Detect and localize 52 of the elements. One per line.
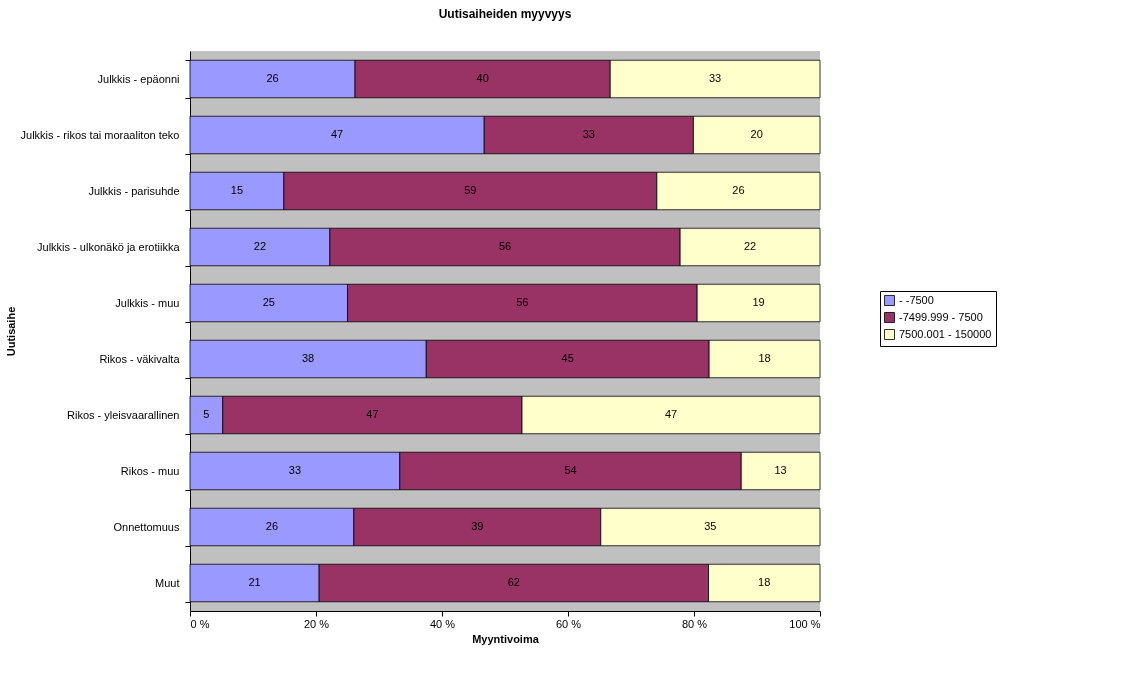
data-label: 19 <box>752 296 765 308</box>
y-tick-label: Julkkis - parisuhde <box>88 184 180 197</box>
data-label: 20 <box>750 128 763 140</box>
y-axis-title: Uutisaihe <box>4 306 17 357</box>
data-label: 18 <box>758 352 771 364</box>
data-label: 22 <box>743 240 757 252</box>
x-tick-label: 20 % <box>303 617 330 630</box>
data-label: 33 <box>708 72 722 84</box>
data-label: 26 <box>265 520 279 532</box>
data-label: 62 <box>507 576 520 588</box>
x-tick-label: 60 % <box>555 617 582 630</box>
data-label: 47 <box>330 128 344 140</box>
data-label: 45 <box>561 352 574 364</box>
data-label: 47 <box>366 408 379 420</box>
data-label: 38 <box>302 352 315 364</box>
x-tick-label: 80 % <box>681 617 708 630</box>
y-tick-label: Rikos - yleisvaarallinen <box>67 408 180 421</box>
data-label: 56 <box>516 296 529 308</box>
y-tick-label: Julkkis - ulkonäkö ja erotiikka <box>37 240 181 253</box>
data-label: 5 <box>203 408 210 420</box>
data-label: 40 <box>476 72 489 84</box>
data-label: 33 <box>582 128 595 140</box>
legend-label: -7499.999 - 7500 <box>899 310 983 323</box>
y-tick-label: Julkkis - rikos tai moraaliton teko <box>20 128 180 141</box>
legend-label: 7500.001 - 150000 <box>899 327 992 340</box>
chart-title: Uutisaiheiden myyvyys <box>438 7 572 21</box>
legend-label: - -7500 <box>899 293 934 306</box>
data-label: 13 <box>774 464 787 476</box>
data-label: 25 <box>262 296 275 308</box>
data-label: 26 <box>732 184 745 196</box>
x-tick-label: 40 % <box>429 617 456 630</box>
y-tick-label: Rikos - väkivalta <box>99 352 181 365</box>
data-label: 59 <box>464 184 477 196</box>
data-label: 26 <box>266 72 279 84</box>
y-tick-label: Julkkis - epäonni <box>97 72 180 85</box>
x-tick-label: 0 % <box>190 617 210 630</box>
data-label: 47 <box>664 408 678 420</box>
data-label: 54 <box>564 464 577 476</box>
y-tick-label: Onnettomuus <box>113 520 180 533</box>
x-axis-title: Myyntivoima <box>472 632 540 645</box>
data-label: 39 <box>471 520 484 532</box>
data-label: 15 <box>230 184 244 196</box>
y-tick-label: Rikos - muu <box>120 464 180 477</box>
x-tick-label: 100 % <box>789 617 821 630</box>
data-label: 22 <box>253 240 267 252</box>
data-label: 18 <box>758 576 771 588</box>
data-label: 56 <box>498 240 512 252</box>
data-label: 21 <box>248 576 261 588</box>
data-label: 35 <box>704 520 717 532</box>
y-tick-label: Muut <box>155 576 180 589</box>
data-label: 33 <box>288 464 302 476</box>
y-tick-label: Julkkis - muu <box>115 296 180 309</box>
